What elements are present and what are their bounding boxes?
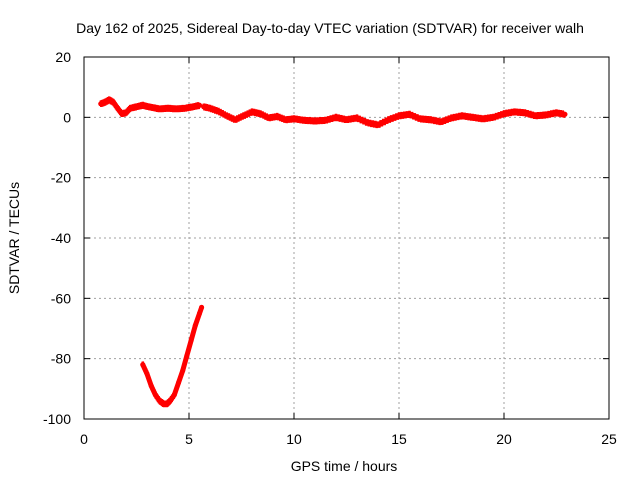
data-point (123, 110, 129, 116)
data-point (291, 116, 297, 122)
y-tick-label: 0 (63, 109, 71, 125)
data-point (283, 117, 289, 123)
tick-labels: 0 5 10 15 20 25 -100 -80 -60 -40 -20 0 20 (43, 49, 617, 447)
data-point (274, 113, 280, 119)
data-point (512, 109, 517, 115)
data-point (152, 392, 158, 398)
data-point (197, 102, 202, 108)
data-point (119, 111, 125, 117)
data-point (407, 111, 412, 117)
data-point (134, 104, 139, 110)
data-point (98, 101, 104, 107)
data-point (333, 114, 339, 120)
data-point (140, 362, 146, 368)
y-tick-label: -40 (51, 230, 71, 246)
x-tick-label: 5 (185, 431, 193, 447)
x-tick-label: 25 (601, 431, 617, 447)
y-tick-label: -20 (51, 170, 71, 186)
data-point (323, 117, 328, 123)
data-point (554, 110, 559, 116)
data-point (192, 323, 198, 328)
y-tick-label: 20 (55, 49, 71, 65)
data-point (148, 383, 154, 389)
data-point (184, 353, 190, 359)
data-point (543, 112, 549, 118)
data-point (522, 110, 528, 116)
data-point (533, 113, 538, 119)
data-point (312, 118, 318, 124)
data-point (438, 119, 444, 125)
data-point (115, 105, 121, 111)
y-tick-label: -60 (51, 290, 71, 306)
data-point (157, 398, 163, 404)
data-point (386, 117, 391, 123)
data-point (176, 380, 181, 386)
data-point (167, 398, 173, 404)
data-point (164, 401, 170, 407)
data-point (344, 117, 349, 123)
data-point (449, 115, 454, 121)
data-point (144, 104, 150, 109)
data-point (224, 113, 230, 119)
axes (83, 56, 610, 420)
data-point (249, 109, 255, 115)
data-point (182, 105, 188, 111)
data-point (491, 114, 496, 120)
data-point (375, 122, 381, 128)
data-point (144, 371, 150, 377)
y-tick-label: -100 (43, 411, 71, 427)
data-point (106, 97, 112, 103)
data-point (197, 310, 202, 316)
data-point (266, 115, 272, 121)
data-series (98, 96, 568, 408)
series-0 (98, 96, 202, 118)
data-point (480, 116, 486, 122)
series-2 (140, 304, 205, 408)
x-tick-label: 0 (80, 431, 88, 447)
data-point (127, 105, 133, 111)
data-point (257, 111, 263, 117)
x-axis-label: GPS time / hours (291, 458, 398, 474)
data-point (157, 106, 163, 112)
data-point (190, 104, 196, 110)
series-1 (201, 103, 568, 129)
chart-title: Day 162 of 2025, Sidereal Day-to-day VTE… (76, 20, 584, 36)
data-point (150, 105, 156, 111)
data-point (188, 338, 194, 344)
x-tick-label: 20 (496, 431, 512, 447)
x-tick-label: 15 (391, 431, 407, 447)
data-point (459, 113, 465, 119)
data-point (562, 111, 568, 117)
data-point (232, 117, 238, 123)
data-point (302, 117, 307, 123)
data-point (201, 104, 207, 110)
y-tick-label: -80 (51, 351, 71, 367)
x-tick-label: 10 (286, 431, 302, 447)
data-point (110, 99, 116, 105)
data-point (501, 111, 507, 117)
data-point (199, 304, 205, 310)
data-point (365, 120, 370, 126)
data-point (241, 113, 247, 119)
data-point (180, 368, 186, 374)
data-point (207, 105, 213, 111)
data-point (171, 392, 177, 398)
data-point (165, 105, 171, 111)
data-point (215, 108, 221, 114)
y-axis-label: SDTVAR / TECUs (6, 182, 22, 294)
data-point (417, 116, 423, 122)
data-point (140, 102, 146, 108)
plot-frame (83, 56, 610, 420)
data-point (470, 114, 475, 120)
data-point (354, 115, 360, 121)
data-point (428, 117, 433, 123)
data-point (102, 99, 108, 105)
data-point (396, 113, 402, 119)
data-point (173, 106, 179, 112)
